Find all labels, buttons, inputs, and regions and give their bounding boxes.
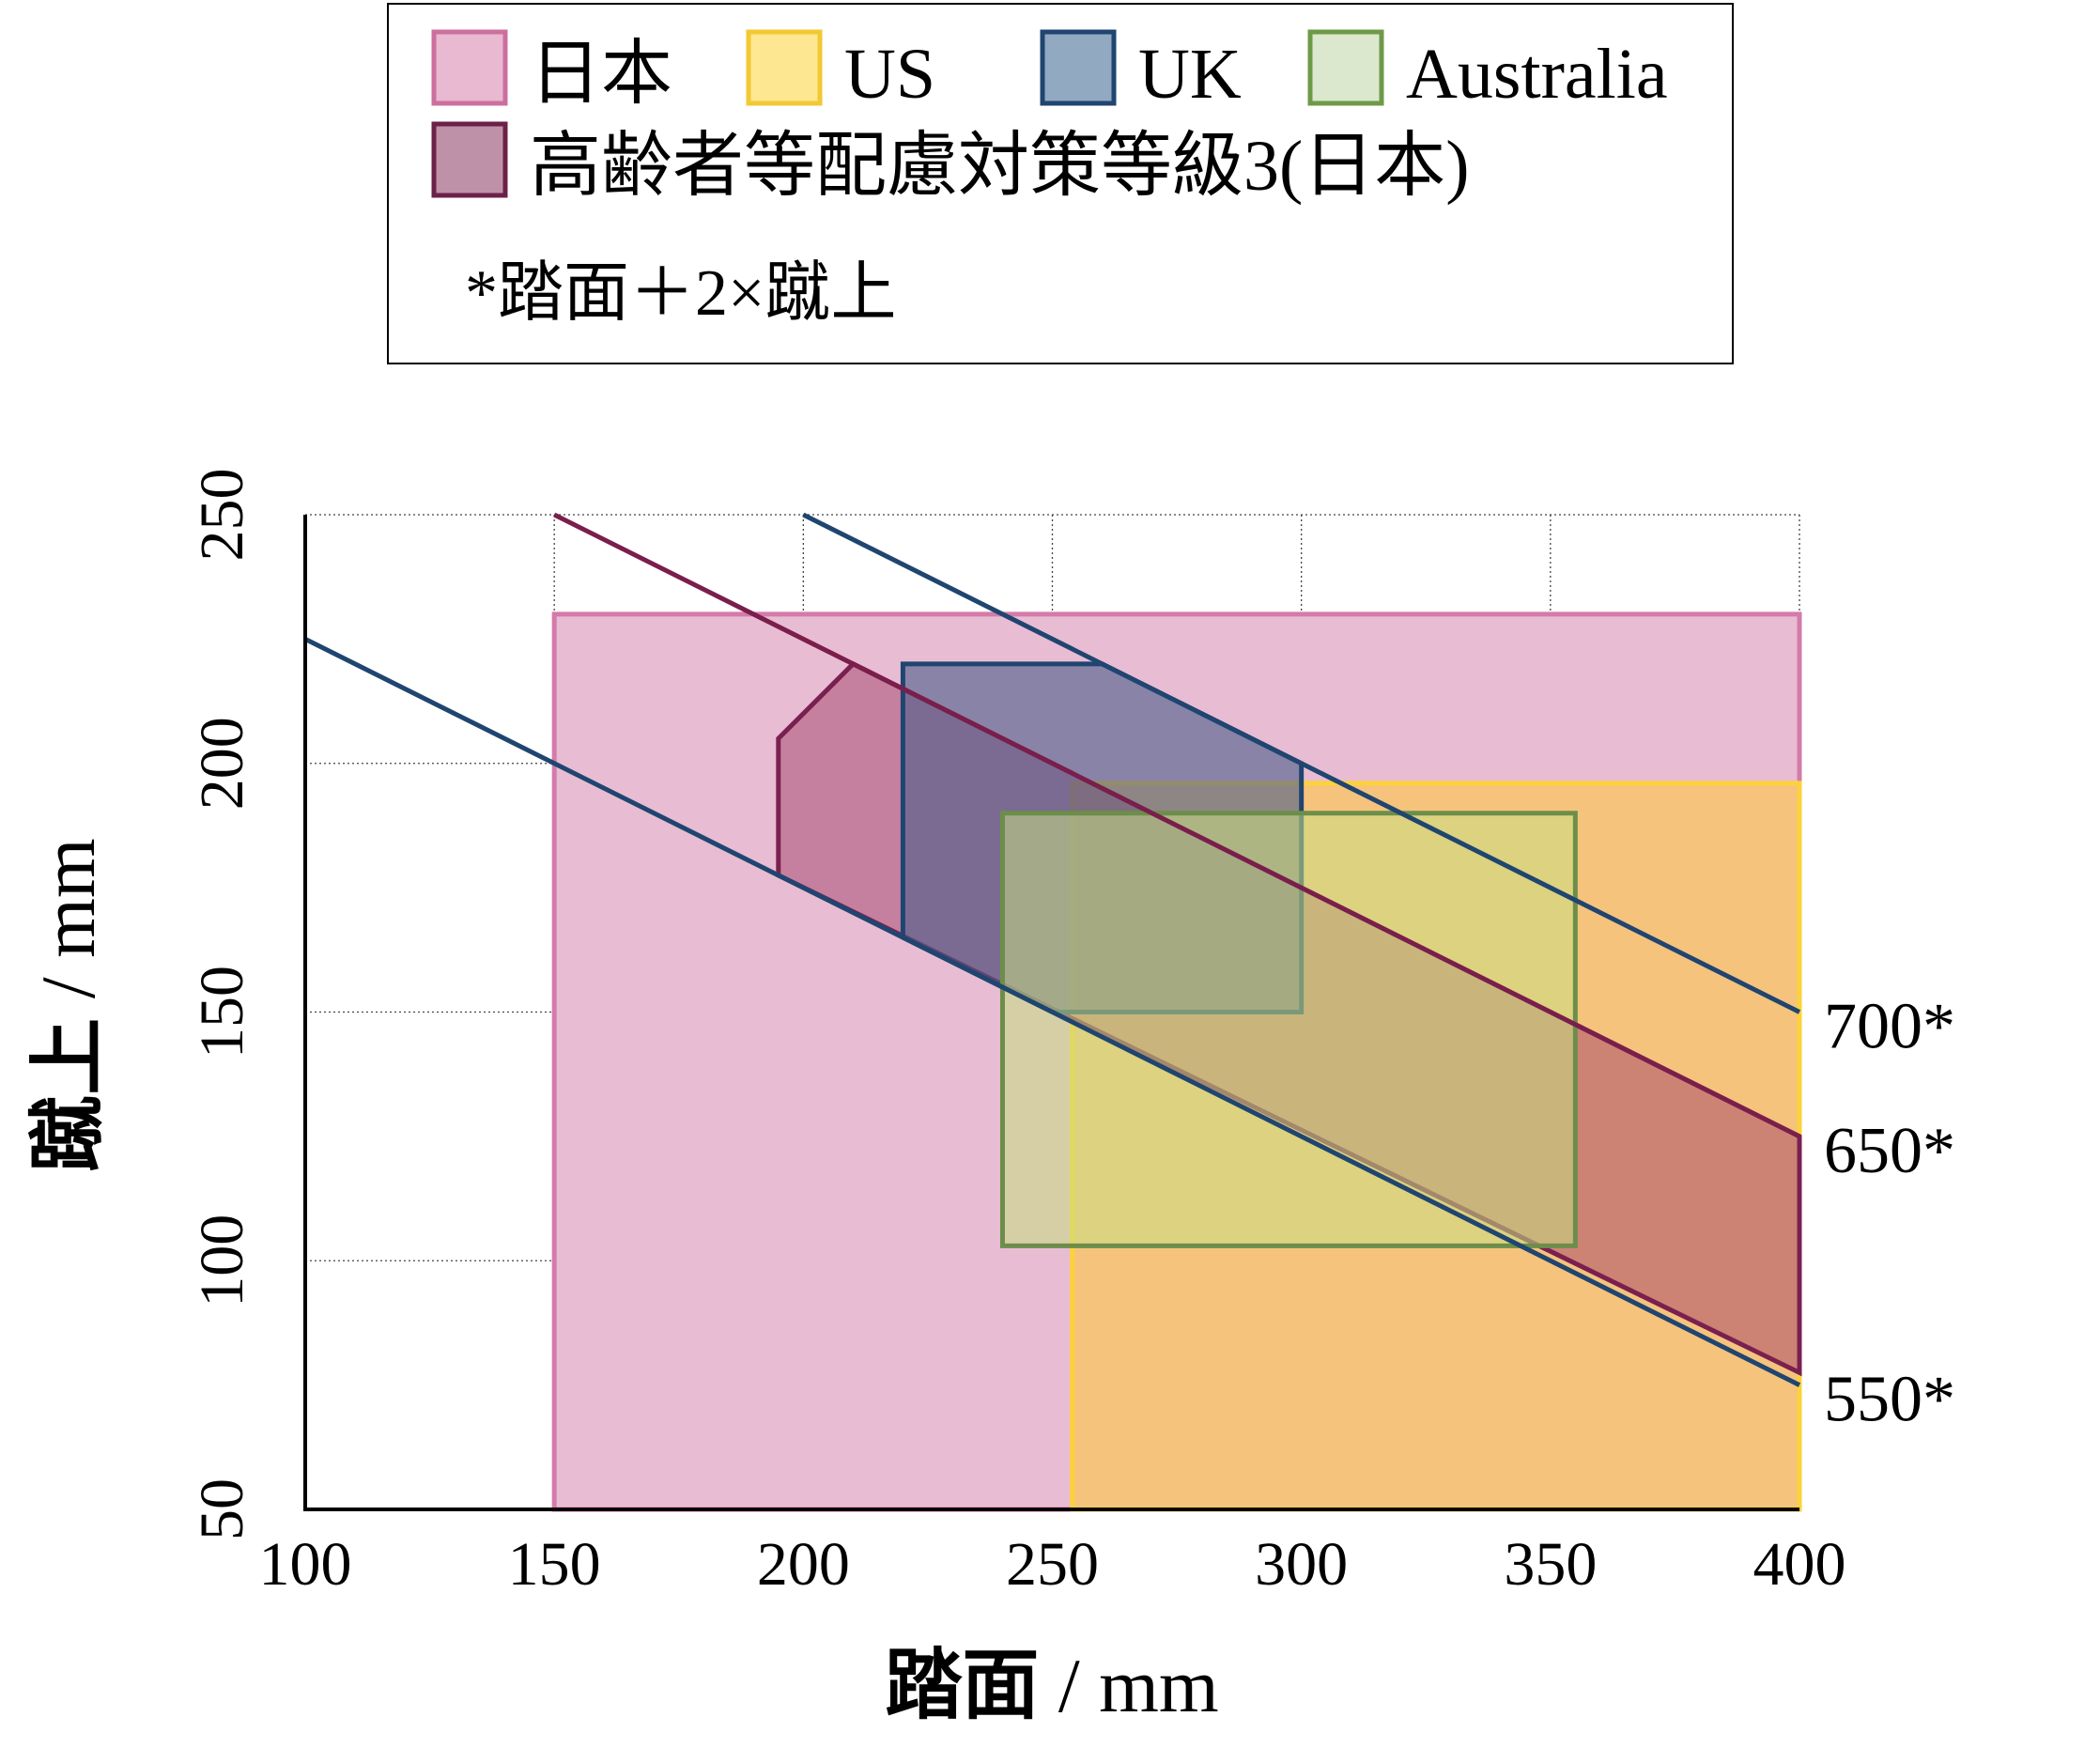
legend-label-4: 高齢者等配慮対策等級3(日本)	[530, 127, 1470, 206]
y-tick-label-250: 250	[188, 469, 256, 562]
legend-swatch-3	[1307, 29, 1384, 106]
constraint-line-label-650: 650*	[1824, 1115, 1955, 1187]
x-tick-label-100: 100	[259, 1530, 352, 1599]
constraint-lines	[303, 512, 1801, 1387]
x-axis-title-unit: / mm	[1039, 1643, 1218, 1728]
y-axis-title-unit: / mm	[25, 838, 111, 1017]
x-tick-label-200: 200	[757, 1530, 850, 1599]
y-tick-label-150: 150	[188, 966, 256, 1059]
x-tick-label-150: 150	[508, 1530, 601, 1599]
y-axis-title: 蹴上 / mm	[23, 838, 113, 1171]
y-tick-label-200: 200	[188, 717, 256, 810]
x-tick-label-250: 250	[1006, 1530, 1099, 1599]
constraint-line-700	[802, 512, 1801, 1014]
x-axis-title: 踏面 / mm	[885, 1641, 1218, 1730]
legend-swatch-4	[431, 121, 508, 198]
x-tick-label-400: 400	[1753, 1530, 1846, 1599]
legend: *踏面＋2×蹴上 日本 US UK Australia 高齢者等配慮対策等級3(日本)	[387, 3, 1734, 364]
y-tick-label-100: 100	[188, 1214, 256, 1307]
legend-note: *踏面＋2×蹴上	[465, 257, 896, 330]
legend-swatch-0	[431, 29, 508, 106]
region-4	[999, 811, 1578, 1248]
constraint-line-label-550: 550*	[1824, 1364, 1955, 1436]
constraint-line-650	[553, 512, 1801, 1139]
constraint-line-label-700: 700*	[1824, 991, 1955, 1063]
constraint-line-550	[303, 637, 1801, 1387]
legend-swatch-1	[746, 29, 823, 106]
legend-label-3: Australia	[1406, 35, 1668, 114]
axes	[303, 515, 1799, 1511]
legend-label-0: 日本	[530, 35, 672, 114]
x-axis-title-main: 踏面	[885, 1641, 1039, 1730]
legend-label-1: US	[844, 35, 935, 114]
regions	[551, 611, 1802, 1512]
x-tick-label-350: 350	[1504, 1530, 1597, 1599]
legend-swatch-2	[1040, 29, 1117, 106]
y-axis-title-main: 蹴上	[23, 1018, 113, 1172]
legend-label-2: UK	[1138, 35, 1242, 114]
x-tick-label-300: 300	[1255, 1530, 1348, 1599]
y-tick-label-50: 50	[188, 1478, 256, 1540]
line-labels: 550* 650* 700*	[1824, 991, 1955, 1436]
